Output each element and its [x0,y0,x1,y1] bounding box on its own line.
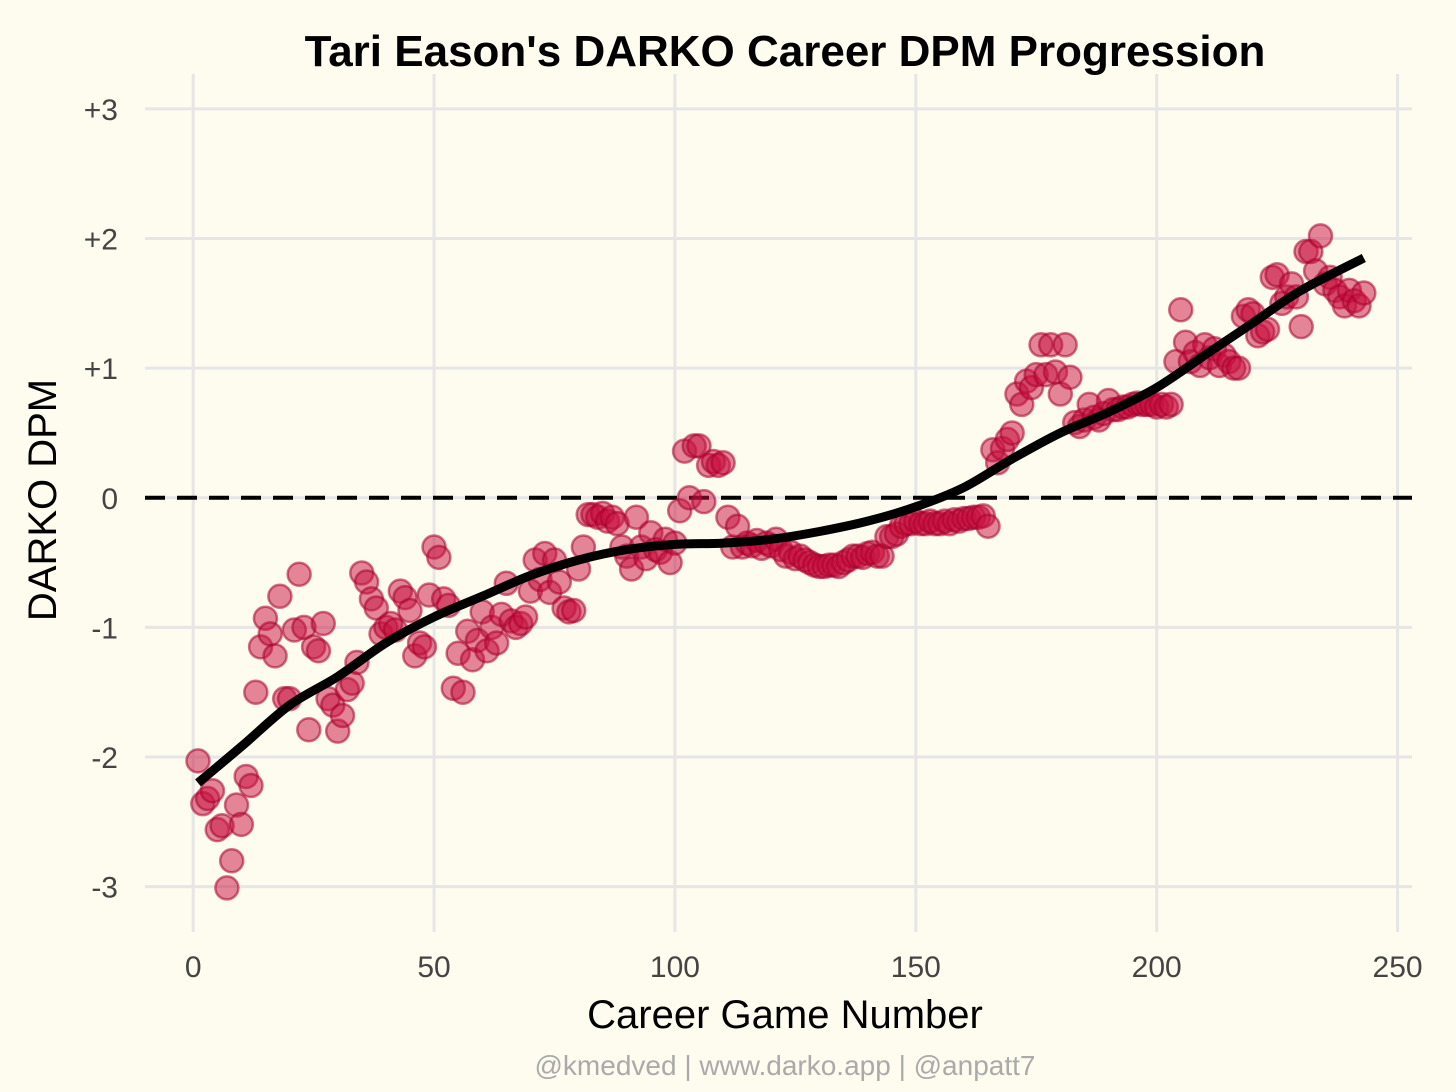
chart-caption: @kmedved | www.darko.app | @anpatt7 [535,1050,1036,1081]
dpm-point [185,748,211,774]
dpm-point [546,569,573,595]
dpm-point [426,544,452,571]
y-tick-label: +2 [84,224,118,257]
dpm-point [1288,313,1314,340]
trend-series [195,254,1366,787]
trend-line [195,254,1366,787]
y-tick-label: +3 [84,94,118,127]
y-tick-label: +1 [84,353,118,386]
dpm-point [199,777,226,804]
dpm-point [238,772,264,799]
y-tick-label: -1 [91,612,118,645]
dpm-point [267,583,293,610]
x-tick-label: 250 [1373,951,1423,984]
dpm-point [1052,332,1078,358]
dpm-point [1168,297,1194,323]
dpm-point [243,679,269,705]
dpm-point [561,597,587,624]
dpm-point [1225,355,1252,381]
x-tick-label: 200 [1132,951,1182,984]
dpm-point [262,643,288,669]
y-tick-label: 0 [101,483,118,516]
x-axis-title: Career Game Number [587,993,983,1037]
dpm-point [411,634,438,660]
x-tick-label: 50 [417,951,450,984]
dpm-point [710,450,736,476]
dpm-point [1307,223,1334,249]
x-tick-label: 100 [650,951,700,984]
scatter-series [185,223,1377,901]
y-axis-title: DARKO DPM [21,379,65,621]
dpm-point [257,621,284,647]
dpm-point [975,513,1001,540]
tick-labels: +3 +2 +1 0 -1 -2 -3 0 50 100 150 200 250 [84,94,1423,984]
dpm-point [397,597,423,624]
dpm-point [329,702,356,729]
dpm-point [228,811,255,838]
dpm-point [218,847,245,874]
dpm-point [1351,280,1377,306]
dpm-point [691,488,717,515]
dpm-point [1158,391,1184,418]
dpm-point [310,610,336,637]
dpm-point [286,561,312,587]
y-tick-label: -3 [91,872,118,905]
dpm-point [214,875,240,901]
dpm-point [450,679,476,705]
x-tick-label: 0 [185,951,202,984]
chart-title: Tari Eason's DARKO Career DPM Progressio… [305,27,1266,76]
dpm-point [999,420,1025,446]
dpm-point [623,504,650,530]
dpm-point [305,637,332,664]
y-tick-label: -2 [91,742,118,775]
x-tick-label: 150 [891,951,941,984]
dpm-point [1057,364,1083,390]
dpm-point [512,604,539,630]
dpm-point [296,717,322,743]
dpm-point [483,630,510,656]
